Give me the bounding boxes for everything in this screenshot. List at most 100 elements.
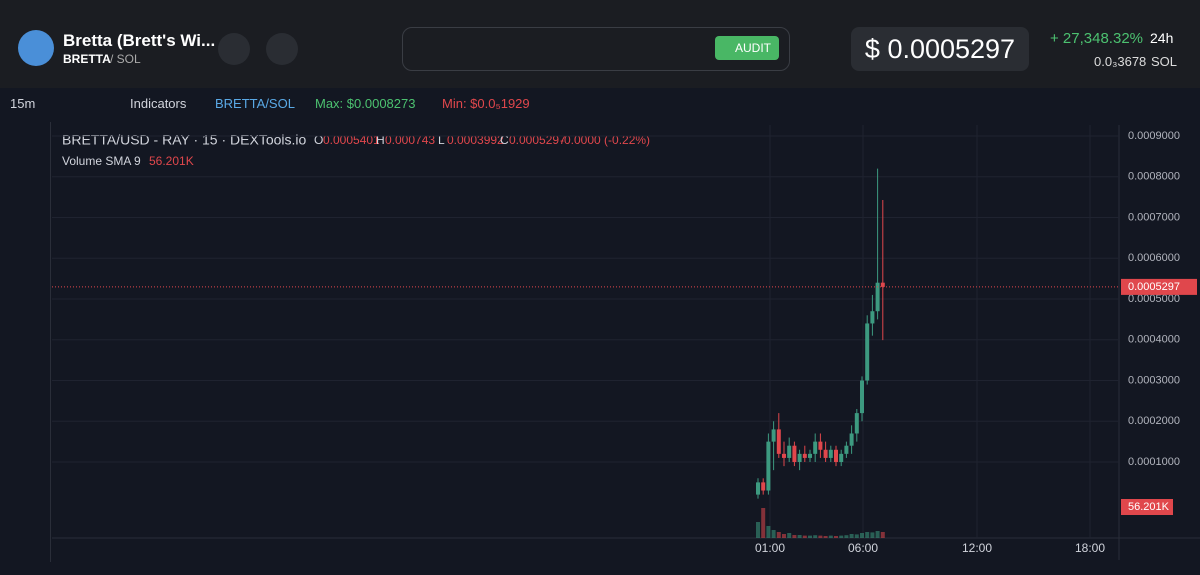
legend-title: BRETTA/USD - RAY · 15 · DEXTools.io bbox=[62, 132, 306, 148]
x-tick-label: 01:00 bbox=[755, 541, 785, 555]
candle-body bbox=[782, 453, 786, 458]
candle-body bbox=[776, 429, 781, 454]
social-links: AUDIT bbox=[402, 27, 790, 71]
volume-bar bbox=[849, 534, 854, 538]
price-sol: 0.0₃3678 bbox=[1094, 54, 1147, 69]
x-tick-label: 18:00 bbox=[1075, 541, 1105, 555]
favorite-button[interactable] bbox=[218, 33, 250, 65]
ohlc-value: 0.0005297 bbox=[509, 133, 566, 147]
volume-tag-label: 56.201K bbox=[1128, 501, 1170, 513]
token-symbol: BRETTA bbox=[63, 52, 111, 66]
legend-change: -0.0000 (-0.22%) bbox=[560, 133, 650, 147]
candle-body bbox=[834, 449, 838, 463]
candle-body bbox=[787, 445, 792, 458]
max-price: Max: $0.0008273 bbox=[315, 96, 416, 111]
token-name: Bretta (Brett's Wi... bbox=[63, 31, 216, 50]
ohlc-key: H bbox=[376, 133, 385, 147]
indicators[interactable]: Indicators bbox=[130, 96, 187, 111]
y-tick-label: 0.0007000 bbox=[1128, 211, 1180, 223]
volume-label: Volume SMA 9 bbox=[62, 154, 141, 168]
candle-body bbox=[880, 282, 885, 287]
candle-body bbox=[813, 441, 818, 454]
candle-body bbox=[766, 441, 771, 491]
last-price-tag bbox=[1121, 278, 1197, 295]
y-tick-label: 0.0004000 bbox=[1128, 334, 1180, 346]
drawing-tools bbox=[0, 122, 51, 562]
sol-label: SOL bbox=[1151, 54, 1178, 69]
volume-value: 56.201K bbox=[149, 154, 194, 168]
volume-bar bbox=[818, 535, 823, 538]
audit-text: AUDIT bbox=[735, 41, 771, 55]
volume-bar bbox=[776, 532, 781, 538]
candle-body bbox=[828, 449, 833, 458]
x-tick-label: 12:00 bbox=[962, 541, 992, 555]
candle-body bbox=[792, 445, 797, 463]
volume-bar bbox=[865, 532, 870, 538]
candle-body bbox=[808, 453, 812, 458]
volume-bar bbox=[823, 536, 828, 538]
volume-bar bbox=[844, 535, 849, 538]
volume-bar bbox=[756, 522, 760, 538]
candle-body bbox=[865, 323, 870, 381]
volume-bar bbox=[828, 535, 833, 538]
candle-body bbox=[860, 380, 864, 414]
volume-bar bbox=[766, 526, 771, 538]
candle-body bbox=[875, 282, 880, 312]
y-tick-label: 0.0005000 bbox=[1128, 293, 1180, 305]
candle-body bbox=[756, 482, 760, 495]
ohlc-key: L bbox=[438, 133, 445, 147]
last-price-label: 0.0005297 bbox=[1128, 281, 1180, 293]
candle-body bbox=[854, 413, 859, 434]
y-tick-label: 0.0002000 bbox=[1128, 415, 1180, 427]
volume-bar bbox=[792, 535, 797, 538]
y-tick-label: 0.0001000 bbox=[1128, 456, 1180, 468]
period: 24h bbox=[1150, 30, 1174, 46]
volume-bar bbox=[761, 508, 766, 538]
volume-bar bbox=[802, 535, 807, 538]
volume-bar bbox=[813, 535, 818, 538]
price-change: + 27,348.32% bbox=[1050, 30, 1143, 47]
volume-bar bbox=[787, 533, 792, 538]
ohlc-value: 0.0005401 bbox=[323, 133, 380, 147]
volume-bar bbox=[782, 534, 786, 538]
volume-bar bbox=[880, 532, 885, 538]
volume-bar bbox=[797, 535, 802, 538]
candle-body bbox=[823, 449, 828, 458]
candle-body bbox=[771, 429, 776, 442]
toolbar: 15m Indicators BRETTA/SOL Max: $0.000827… bbox=[0, 88, 1200, 118]
volume-tag bbox=[1121, 499, 1173, 515]
pair: / SOL bbox=[110, 52, 141, 66]
candle-body bbox=[870, 311, 875, 324]
volume-bar bbox=[860, 533, 864, 538]
volume-bar bbox=[854, 534, 859, 538]
y-tick-label: 0.0008000 bbox=[1128, 171, 1180, 183]
x-tick-label: 06:00 bbox=[848, 541, 878, 555]
volume-bar bbox=[870, 532, 875, 538]
share-button[interactable] bbox=[266, 33, 298, 65]
candle-body bbox=[761, 482, 766, 491]
y-tick-label: 0.0003000 bbox=[1128, 374, 1180, 386]
ohlc-key: C bbox=[500, 133, 509, 147]
candle-body bbox=[802, 453, 807, 458]
volume-bar bbox=[834, 536, 838, 538]
ohlc-value: 0.000743 bbox=[385, 133, 435, 147]
token-logo bbox=[18, 30, 54, 66]
interval[interactable]: 15m bbox=[10, 96, 36, 111]
candle-body bbox=[818, 441, 823, 450]
toolbar-pair[interactable]: BRETTA/SOL bbox=[215, 96, 295, 111]
ohlc-value: 0.0003992 bbox=[447, 133, 504, 147]
price: $ 0.0005297 bbox=[851, 27, 1029, 71]
volume-bar bbox=[875, 531, 880, 538]
candle-body bbox=[839, 453, 844, 463]
volume-bar bbox=[808, 535, 812, 538]
candle-body bbox=[844, 445, 849, 454]
audit-badge[interactable]: AUDIT bbox=[715, 36, 779, 60]
candle-body bbox=[849, 433, 854, 446]
min-price: Min: $0.0₅1929 bbox=[442, 96, 530, 111]
volume-bar bbox=[771, 530, 776, 538]
ohlc-key: O bbox=[314, 133, 323, 147]
y-tick-label: 0.0006000 bbox=[1128, 252, 1180, 264]
volume-bar bbox=[839, 535, 844, 538]
header: Bretta (Brett's Wi... BRETTA / SOL AUDIT… bbox=[0, 0, 1200, 88]
